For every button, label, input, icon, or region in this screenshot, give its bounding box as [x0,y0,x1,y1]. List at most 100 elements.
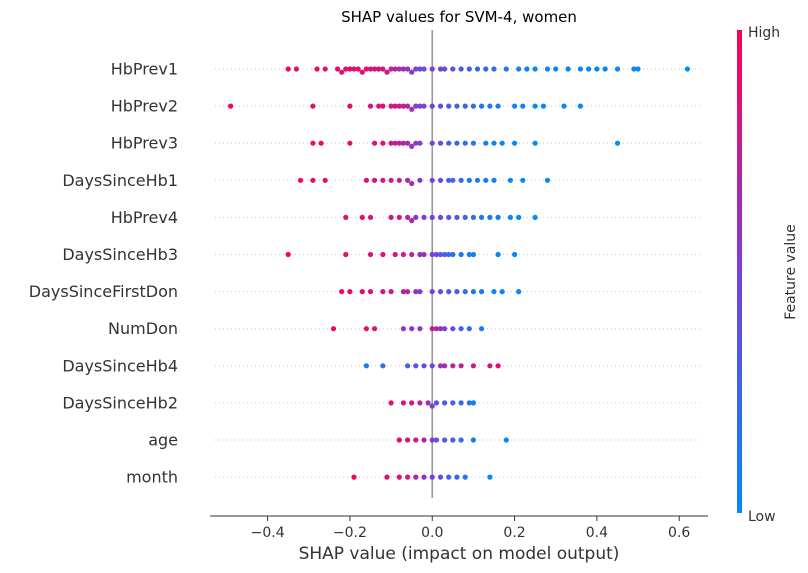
shap-point [372,326,378,332]
feature-label: HbPrev1 [111,60,178,79]
shap-point [380,363,386,369]
shap-point [479,103,485,109]
shap-point [516,214,522,220]
shap-point [483,66,489,72]
shap-point [470,363,476,369]
shap-point [421,66,427,72]
shap-point [454,103,460,109]
shap-point [417,103,423,109]
shap-point [524,66,530,72]
shap-point [466,251,472,258]
shap-point [359,214,365,220]
shap-point [417,326,423,332]
shap-point [400,66,406,72]
shap-point [466,177,472,183]
shap-point [322,177,328,183]
shap-point [405,214,411,220]
x-tick-label: −0.2 [333,525,367,541]
shap-point [483,177,489,183]
shap-point [450,437,456,443]
shap-point [343,251,349,258]
shap-point [380,103,386,109]
shap-point [450,400,456,406]
shap-point [409,180,415,187]
shap-point [520,103,526,109]
shap-point [413,363,419,369]
chart-title: SHAP values for SVM-4, women [341,8,577,26]
shap-point [396,474,402,480]
shap-point [487,363,493,369]
shap-point [470,437,476,443]
shap-point [454,214,460,220]
shap-point [347,289,353,295]
shap-point [442,326,448,332]
shap-point [367,214,374,220]
shap-point [388,400,394,406]
shap-point [458,66,464,72]
feature-label: month [126,468,178,487]
shap-point [388,289,394,295]
shap-point [413,474,419,480]
shap-point [400,103,406,109]
shap-point [437,363,444,369]
shap-point [359,69,365,75]
x-tick-label: −0.4 [251,525,285,541]
shap-point [396,214,402,220]
shap-point [491,140,497,146]
feature-labels: HbPrev1 HbPrev2 HbPrev3 DaysSinceHb1 HbPrev4… [29,60,178,487]
shap-point [429,403,435,409]
shap-point [413,437,419,443]
shap-point [339,289,345,295]
shap-point [437,177,444,183]
shap-point [388,177,394,183]
shap-point [409,143,415,149]
shap-point [339,69,345,75]
shap-point [421,437,427,443]
shap-point [405,437,411,443]
shap-point [458,363,464,369]
shap-point [487,214,493,220]
shap-point [495,103,501,109]
shap-point [487,103,493,109]
shap-point [491,177,497,183]
shap-point [405,140,411,146]
shap-point [367,66,374,72]
shap-point [454,289,460,295]
shap-point [474,66,481,72]
shap-point [520,177,526,183]
shap-point [376,66,382,72]
shap-point [532,214,538,220]
shap-point [351,66,357,72]
shap-point [310,103,316,109]
shap-point [396,437,402,443]
shap-point [392,103,398,109]
colorbar [737,30,742,513]
shap-point [388,140,394,146]
shap-point [400,289,406,295]
feature-label: DaysSinceFirstDon [29,282,178,301]
shap-point [429,66,435,72]
shap-point [384,69,390,75]
shap-point [540,103,547,109]
shap-point [285,251,291,258]
shap-point [491,66,497,72]
shap-point [553,66,559,72]
shap-point [437,289,444,295]
shap-point [437,140,444,146]
shap-point [511,140,518,146]
shap-point [421,251,427,258]
shap-point [330,326,337,332]
feature-label: HbPrev2 [111,97,178,116]
shap-point [396,177,402,183]
shap-point [495,363,501,369]
shap-point [380,66,386,72]
shap-point [400,400,406,406]
shap-point [483,140,489,146]
x-axis-title: SHAP value (impact on model output) [299,544,620,564]
shap-point [462,289,468,295]
shap-point [413,66,419,72]
shap-point [577,103,584,109]
shap-point [396,103,402,109]
shap-point [388,103,394,109]
